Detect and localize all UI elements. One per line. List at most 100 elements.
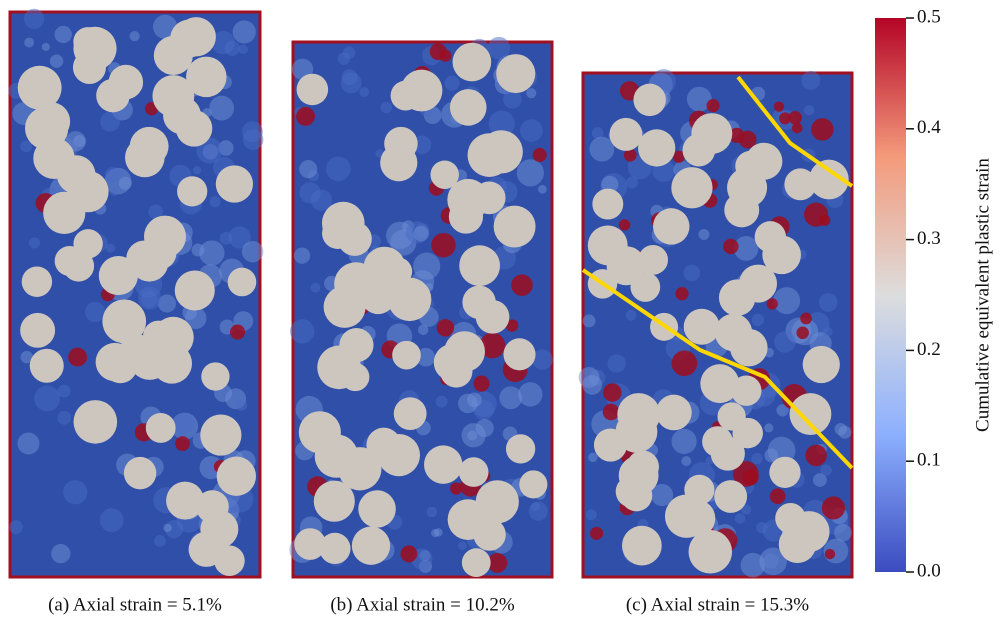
- damage: [811, 118, 834, 141]
- texture: [741, 504, 752, 515]
- texture: [380, 101, 392, 114]
- aggregate: [214, 545, 245, 577]
- aggregate: [129, 126, 169, 166]
- aggregate: [609, 117, 643, 151]
- aggregate: [108, 64, 144, 100]
- aggregate: [392, 340, 421, 370]
- texture: [24, 37, 35, 48]
- texture: [776, 404, 789, 417]
- aggregate: [458, 457, 489, 487]
- texture: [444, 75, 460, 91]
- texture: [241, 121, 263, 143]
- aggregate: [802, 345, 840, 384]
- damage: [473, 375, 490, 392]
- texture: [499, 386, 523, 410]
- texture: [591, 127, 604, 139]
- texture: [199, 240, 225, 266]
- aggregate: [655, 394, 692, 431]
- texture: [118, 176, 132, 190]
- damage: [532, 147, 547, 163]
- damage: [175, 436, 190, 452]
- texture: [100, 111, 120, 132]
- texture: [310, 282, 321, 293]
- colorbar-tick-label: 0.2: [917, 339, 941, 360]
- aggregate: [43, 191, 86, 235]
- aggregate: [467, 133, 512, 177]
- aggregate: [688, 529, 733, 574]
- texture: [310, 189, 333, 211]
- texture: [9, 520, 23, 535]
- aggregate: [163, 96, 201, 135]
- texture: [299, 160, 318, 179]
- texture: [105, 243, 116, 253]
- texture: [85, 301, 106, 323]
- damage: [439, 49, 452, 62]
- aggregate: [809, 159, 849, 200]
- aggregate: [123, 456, 157, 490]
- texture: [163, 523, 172, 533]
- aggregate: [177, 176, 208, 207]
- aggregate: [21, 266, 53, 297]
- aggregate: [710, 436, 745, 471]
- texture: [588, 452, 598, 463]
- aggregate: [186, 56, 227, 98]
- aggregate: [769, 456, 801, 488]
- texture: [49, 54, 64, 68]
- aggregate: [387, 277, 432, 322]
- aggregate: [366, 427, 402, 463]
- texture: [209, 95, 235, 121]
- aggregate: [433, 343, 471, 381]
- aggregate: [31, 102, 71, 141]
- texture: [756, 521, 768, 534]
- texture: [671, 428, 697, 454]
- texture: [325, 156, 351, 182]
- texture: [54, 25, 72, 44]
- panel-caption: (a) Axial strain = 5.1%: [48, 594, 222, 615]
- aggregate: [313, 480, 355, 522]
- aggregate: [321, 201, 365, 245]
- damage: [296, 106, 315, 126]
- texture: [820, 464, 832, 477]
- texture: [531, 502, 541, 512]
- damage: [675, 287, 689, 301]
- aggregate: [638, 129, 676, 167]
- damage: [450, 482, 463, 495]
- texture: [23, 8, 45, 30]
- texture: [503, 89, 522, 109]
- texture: [812, 473, 827, 487]
- aggregate: [505, 434, 536, 464]
- aggregate: [638, 244, 669, 275]
- texture: [57, 384, 71, 398]
- aggregate: [363, 246, 406, 289]
- damage: [733, 461, 759, 487]
- texture: [607, 354, 626, 373]
- texture: [759, 547, 788, 576]
- aggregate: [338, 447, 382, 491]
- aggregate: [745, 142, 783, 180]
- texture: [341, 69, 358, 85]
- texture: [20, 350, 34, 364]
- texture: [625, 176, 638, 189]
- aggregate: [678, 499, 716, 537]
- texture: [625, 309, 637, 321]
- texture: [537, 184, 547, 194]
- texture: [435, 395, 448, 408]
- aggregate: [620, 479, 653, 512]
- texture: [804, 105, 815, 116]
- texture: [211, 30, 235, 55]
- damage: [821, 496, 846, 520]
- texture: [241, 240, 264, 263]
- aggregate: [98, 256, 138, 296]
- aggregate: [393, 397, 427, 431]
- texture: [526, 88, 537, 99]
- texture: [28, 237, 41, 249]
- texture: [650, 483, 674, 507]
- texture: [487, 36, 511, 60]
- texture: [461, 423, 486, 448]
- aggregate: [201, 362, 230, 391]
- colorbar-tick-label: 0.5: [917, 6, 941, 27]
- aggregate: [73, 229, 103, 259]
- aggregate: [358, 490, 396, 528]
- aggregate: [633, 83, 666, 117]
- damage: [800, 312, 812, 325]
